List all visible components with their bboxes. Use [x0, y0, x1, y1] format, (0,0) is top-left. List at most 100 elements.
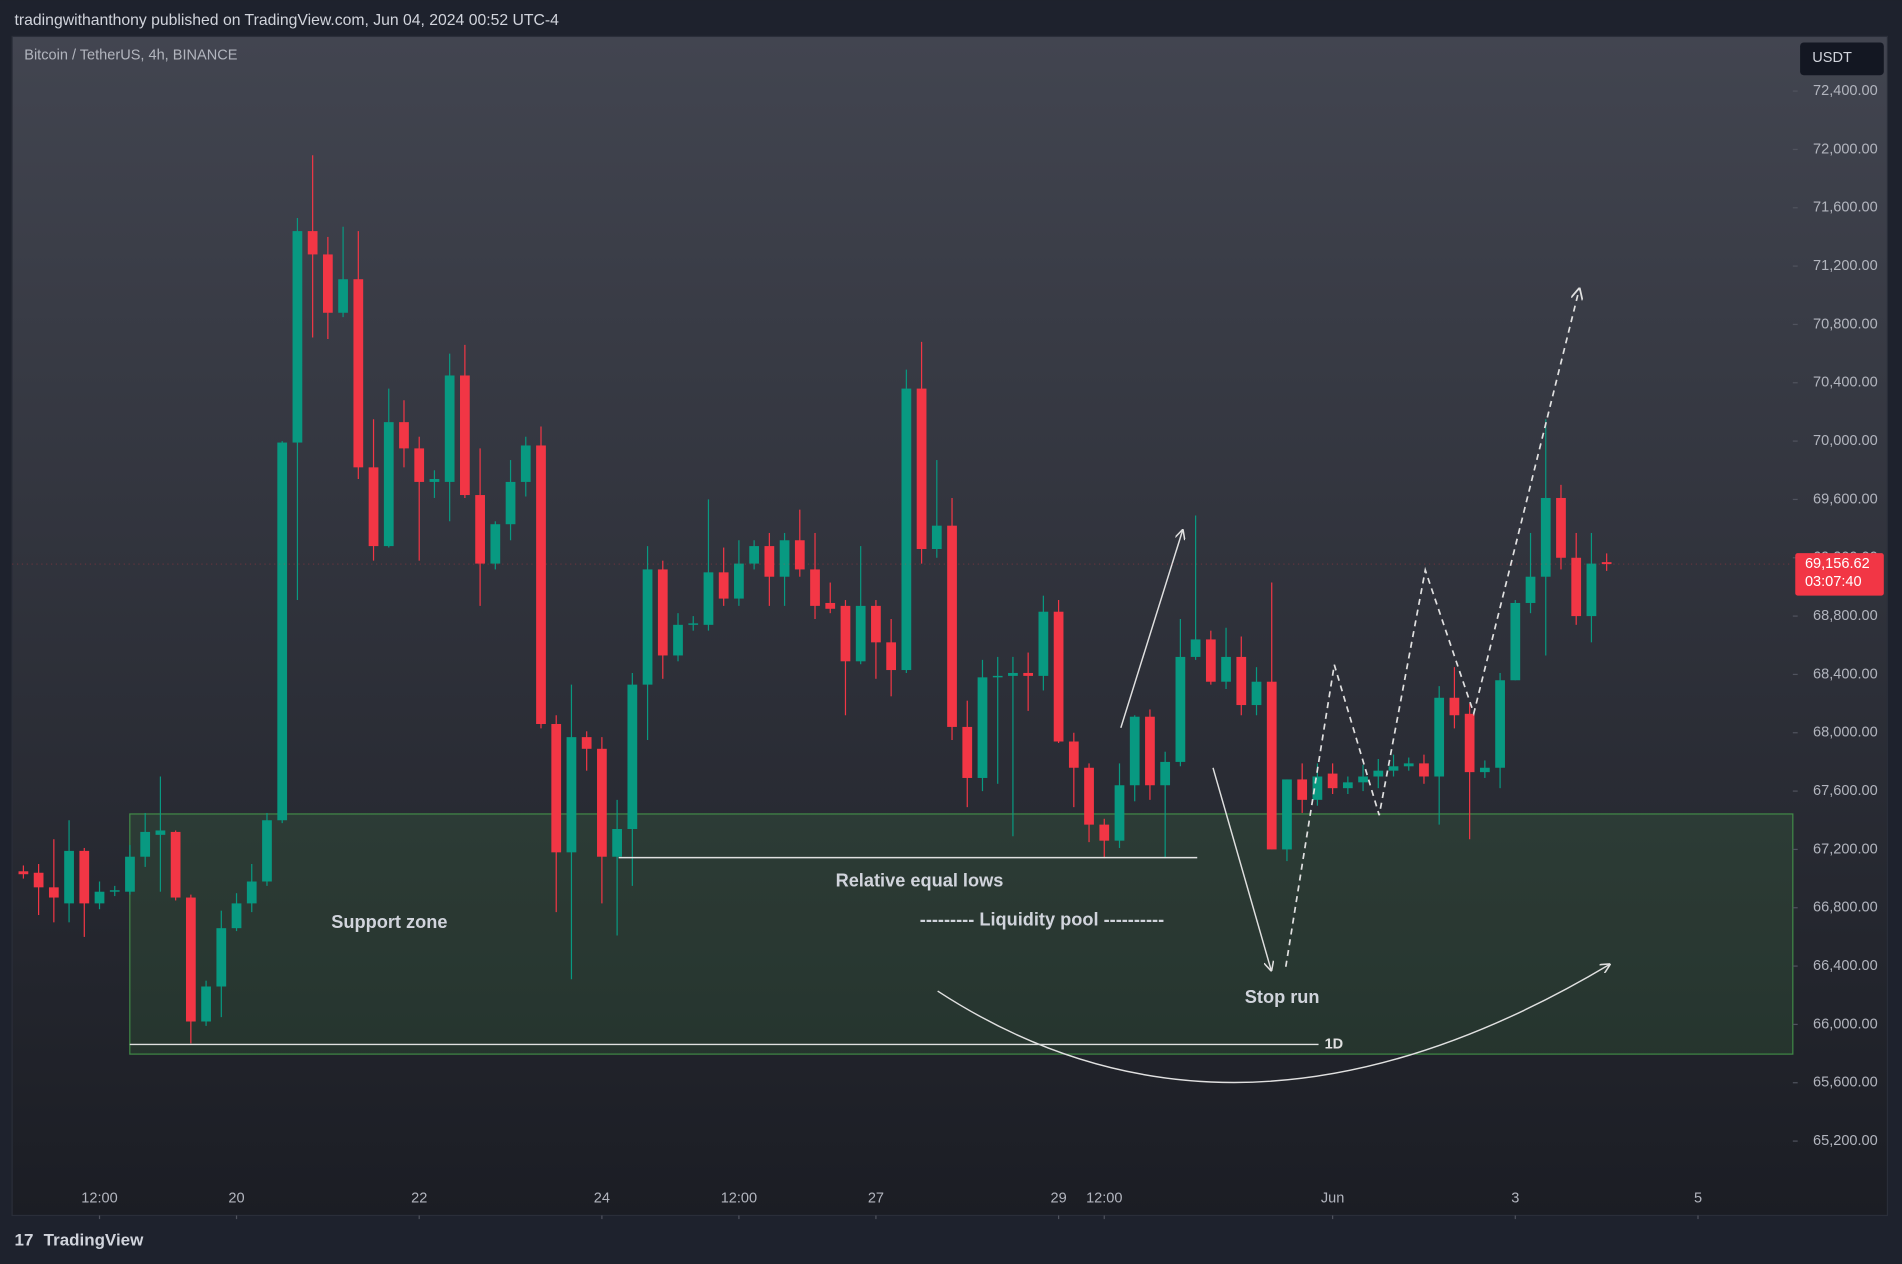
candle-body — [322, 254, 333, 313]
candle-body — [1084, 767, 1094, 825]
annotation: Stop run — [1245, 987, 1320, 1007]
y-tick-label: 68,400.00 — [1813, 666, 1878, 682]
candle-body — [429, 479, 440, 482]
y-tick-label: 66,400.00 — [1813, 958, 1878, 974]
candle-body — [216, 928, 227, 987]
candle-body — [551, 724, 562, 853]
candle-body — [1601, 562, 1612, 565]
candle-body — [444, 375, 455, 482]
candle-body — [688, 623, 699, 625]
candle-body — [1129, 716, 1140, 786]
candle-body — [460, 375, 470, 496]
candle-body — [947, 525, 957, 727]
candle-body — [1403, 763, 1414, 767]
candle-body — [1464, 713, 1475, 773]
annotation: --------- Liquidity pool ---------- — [920, 910, 1164, 930]
candle-body — [1327, 773, 1338, 789]
publisher: tradingwithanthony published on TradingV… — [15, 12, 560, 29]
x-tick-label: 20 — [228, 1190, 244, 1206]
candle-body — [140, 831, 151, 857]
candle-body — [840, 605, 851, 662]
candle-body — [734, 563, 744, 599]
candle-body — [1145, 716, 1155, 786]
drawings: Support zone Relative equal lows -------… — [129, 289, 1610, 1084]
candle-body — [1099, 824, 1110, 841]
candle-body — [307, 231, 318, 255]
candle-body — [627, 684, 638, 830]
candle-body — [1175, 656, 1186, 762]
candle-body — [764, 546, 775, 577]
candle-body — [1008, 672, 1018, 676]
candle-body — [1342, 782, 1353, 789]
candle-body — [566, 737, 577, 853]
candle-body — [992, 675, 1003, 678]
candle-body — [1160, 761, 1171, 786]
candle-body — [1479, 767, 1490, 773]
candle-body — [368, 467, 379, 547]
candle-body — [612, 829, 622, 857]
y-tick-label: 65,200.00 — [1813, 1133, 1878, 1149]
zone-layer — [129, 813, 1794, 1055]
x-tick-label: 3 — [1511, 1190, 1519, 1206]
candle-body — [1373, 770, 1384, 777]
candle-body — [1114, 785, 1125, 841]
candle-body — [1068, 741, 1079, 768]
candle-body — [810, 569, 820, 606]
candle-body — [505, 481, 516, 525]
candle-body — [475, 495, 485, 564]
logo: TradingView — [44, 1230, 144, 1249]
candle-body — [1282, 779, 1292, 850]
candle-body — [886, 642, 897, 671]
candle-body — [657, 569, 668, 656]
candle-body — [1495, 680, 1505, 768]
y-tick-label: 68,000.00 — [1813, 725, 1878, 741]
candle-body — [201, 986, 211, 1022]
countdown: 03:07:40 — [1805, 574, 1862, 590]
footer: 17 TradingView — [15, 1230, 145, 1249]
y-tick-label: 68,800.00 — [1813, 608, 1878, 624]
candle-body — [64, 850, 74, 904]
support-zone — [129, 813, 1794, 1055]
candle-body — [1434, 697, 1445, 777]
x-tick-label: 27 — [868, 1190, 884, 1206]
candle-body — [277, 442, 288, 821]
candle-body — [1388, 766, 1399, 771]
x-tick-label: 5 — [1694, 1190, 1702, 1206]
candle-body — [901, 388, 912, 671]
candle-body — [718, 572, 729, 599]
candle-body — [383, 422, 394, 547]
candle-body — [1190, 639, 1201, 657]
candle-body — [520, 445, 531, 482]
candle-body — [1236, 656, 1247, 706]
currency-box — [1800, 42, 1884, 76]
candle-body — [79, 850, 90, 904]
candle-body — [48, 887, 59, 898]
projection-path — [1284, 289, 1580, 967]
x-tick-label: Jun — [1321, 1190, 1344, 1206]
x-tick-label: 24 — [594, 1190, 610, 1206]
y-tick-label: 70,000.00 — [1813, 433, 1878, 449]
candle-body — [1053, 611, 1064, 742]
candle-body — [1556, 497, 1566, 558]
candle-body — [1419, 763, 1429, 777]
candle-body — [536, 445, 546, 725]
annotation: Relative equal lows — [836, 871, 1004, 891]
y-tick-label: 70,400.00 — [1813, 375, 1878, 391]
candle-body — [1266, 681, 1277, 850]
y-tick-label: 67,600.00 — [1813, 783, 1878, 799]
candle-body — [962, 726, 973, 778]
candle-body — [1023, 672, 1034, 676]
candle-body — [1221, 656, 1231, 682]
candle-body — [825, 602, 836, 609]
y-tick-label: 65,600.00 — [1813, 1075, 1878, 1091]
last-price-box — [1795, 553, 1884, 596]
candle-body — [977, 677, 988, 778]
x-tick-label: 12:00 — [81, 1190, 117, 1206]
candle-body — [1251, 681, 1262, 706]
candle-body — [1510, 602, 1521, 681]
candle-body — [94, 891, 105, 904]
annotation: 1D — [1325, 1036, 1344, 1052]
candle-body — [1297, 779, 1308, 800]
candle-body — [597, 748, 607, 857]
